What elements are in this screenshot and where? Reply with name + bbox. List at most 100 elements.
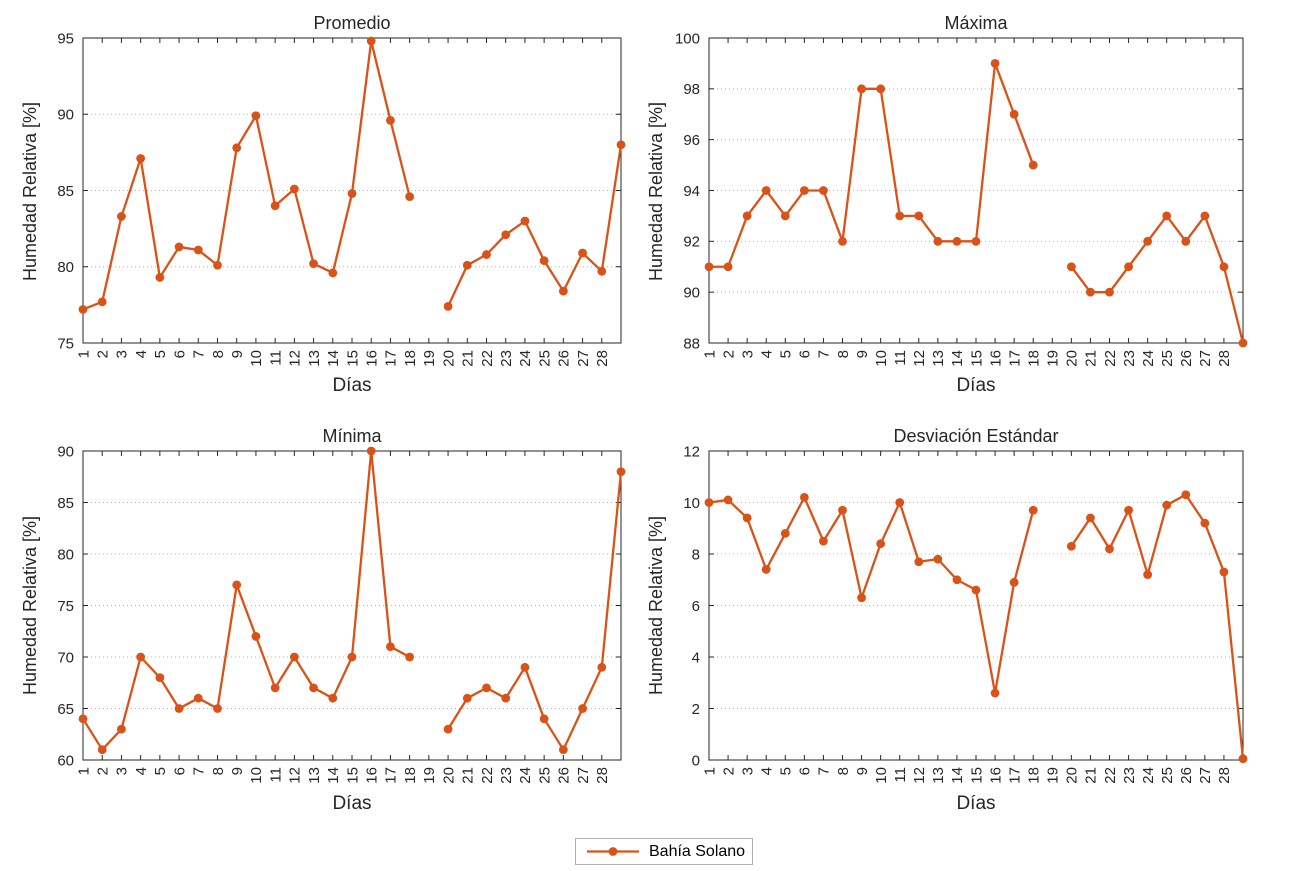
data-point-marker — [1009, 109, 1019, 119]
y-tick-label: 96 — [683, 132, 700, 149]
x-axis-label-maxima: Días — [956, 375, 996, 396]
data-point-marker — [520, 662, 530, 672]
data-point-marker — [1219, 567, 1229, 577]
data-point-marker — [232, 580, 242, 590]
data-point-marker — [558, 745, 568, 755]
x-tick-label: 24 — [1140, 767, 1157, 784]
data-point-marker — [1028, 505, 1038, 515]
data-point-marker — [1238, 338, 1248, 348]
x-tick-label: 14 — [325, 767, 342, 784]
x-tick-label: 9 — [229, 350, 246, 358]
y-tick-label: 95 — [57, 30, 74, 47]
series-line — [81, 39, 411, 311]
data-point-marker — [914, 211, 924, 221]
x-tick-label: 10 — [248, 767, 265, 784]
data-point-marker — [501, 693, 511, 703]
data-point-marker — [1181, 236, 1191, 246]
x-tick-label: 22 — [479, 767, 496, 784]
x-tick-label: 2 — [720, 350, 737, 358]
y-tick-label: 10 — [683, 495, 700, 512]
x-tick-label: 11 — [892, 350, 909, 366]
x-tick-label: 14 — [325, 350, 342, 367]
y-tick-label: 92 — [683, 234, 700, 251]
data-point-marker — [857, 84, 866, 94]
x-tick-label: 26 — [556, 350, 573, 367]
data-point-marker — [117, 724, 126, 734]
y-tick-label: 0 — [692, 752, 700, 769]
data-point-marker — [578, 704, 587, 713]
x-tick-label: 3 — [114, 350, 131, 358]
x-tick-label: 2 — [94, 350, 111, 358]
x-tick-label: 15 — [344, 767, 361, 784]
data-point-marker — [539, 714, 549, 724]
x-tick-label: 25 — [536, 350, 553, 367]
data-point-marker — [1162, 211, 1172, 221]
data-point-marker — [1200, 518, 1210, 528]
x-tick-label: 5 — [152, 350, 169, 358]
x-tick-label: 17 — [1006, 767, 1023, 784]
y-tick-label: 2 — [692, 701, 700, 718]
data-point-marker — [309, 259, 318, 269]
data-point-marker — [1181, 490, 1191, 500]
data-point-marker — [347, 189, 357, 198]
x-tick-label: 21 — [460, 767, 477, 784]
subplot-minima: 1 2 3 4 5 6 7 8 9 10 11 12 13 14 15 16 17 18 19 20 21 22 23 24 2… — [57, 443, 626, 784]
x-tick-label: 24 — [517, 350, 534, 367]
y-tick-label: 65 — [57, 701, 74, 718]
data-point-marker — [328, 268, 338, 278]
data-point-marker — [895, 211, 905, 221]
data-point-marker — [251, 632, 261, 641]
data-point-marker — [723, 495, 733, 505]
x-tick-label: 17 — [383, 767, 400, 784]
x-tick-label: 17 — [383, 350, 400, 367]
data-point-marker — [366, 446, 376, 456]
x-tick-label: 27 — [575, 350, 592, 367]
x-tick-label: 24 — [517, 767, 534, 784]
data-point-marker — [876, 84, 886, 94]
x-tick-label: 15 — [344, 350, 361, 367]
data-point-marker — [1219, 262, 1229, 272]
x-tick-label: 27 — [1197, 350, 1214, 367]
x-tick-label: 6 — [797, 350, 814, 358]
data-point-marker — [876, 539, 886, 549]
x-tick-label: 8 — [835, 350, 852, 358]
data-point-marker — [443, 724, 453, 734]
x-tick-label: 13 — [306, 350, 323, 367]
data-point-marker — [1066, 541, 1076, 551]
x-tick-label: 3 — [739, 350, 756, 358]
x-tick-label: 21 — [1083, 767, 1100, 784]
x-tick-label: 6 — [171, 350, 188, 358]
data-point-marker — [174, 704, 184, 713]
y-tick-label: 12 — [683, 443, 700, 460]
y-tick-label: 85 — [57, 183, 74, 200]
data-point-marker — [97, 297, 107, 307]
data-point-marker — [1124, 262, 1133, 272]
x-tick-label: 8 — [210, 350, 227, 358]
y-tick-label: 80 — [57, 259, 74, 276]
y-tick-label: 60 — [57, 752, 74, 769]
x-tick-label: 10 — [873, 767, 890, 784]
x-tick-label: 2 — [94, 767, 111, 775]
x-tick-label: 3 — [739, 767, 756, 775]
x-tick-label: 8 — [835, 767, 852, 775]
x-axis-label-desviacion-estandar: Días — [956, 793, 996, 814]
x-tick-label: 17 — [1006, 350, 1023, 367]
x-tick-label: 5 — [778, 350, 795, 358]
x-tick-label: 9 — [854, 350, 871, 358]
legend-label: Bahía Solano — [649, 842, 746, 860]
data-point-marker — [193, 693, 203, 703]
x-tick-label: 11 — [267, 767, 284, 783]
x-tick-label: 7 — [816, 767, 833, 775]
data-point-marker — [597, 662, 607, 672]
x-tick-label: 10 — [248, 350, 265, 367]
x-tick-label: 6 — [171, 767, 188, 775]
x-tick-label: 14 — [949, 767, 966, 784]
data-point-marker — [723, 262, 733, 272]
data-point-marker — [704, 262, 714, 272]
x-tick-label: 4 — [133, 767, 150, 775]
x-tick-label: 1 — [75, 767, 92, 775]
x-tick-label: 25 — [1159, 767, 1176, 784]
data-point-marker — [97, 745, 107, 755]
x-tick-label: 28 — [1216, 767, 1233, 784]
